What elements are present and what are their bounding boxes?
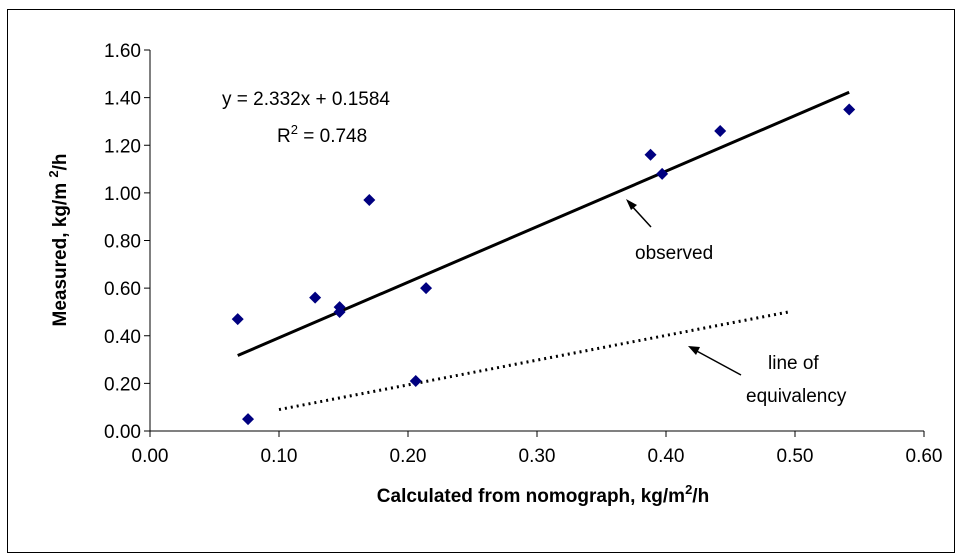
x-tick-label: 0.60: [906, 446, 943, 467]
x-tick-label: 0.20: [390, 446, 427, 467]
y-tick-label: 1.20: [104, 136, 141, 157]
data-point: [644, 148, 657, 161]
x-ticks: 0.00 0.10 0.20 0.30 0.40 0.50 0.60: [132, 431, 943, 467]
y-tick-label: 0.80: [104, 232, 141, 253]
x-axis-title: Calculated from nomograph, kg/m2/h: [377, 482, 709, 507]
x-tick-label: 0.30: [519, 446, 556, 467]
data-point: [231, 313, 244, 326]
y-tick-label: 0.60: [104, 279, 141, 300]
x-tick-label: 0.00: [132, 446, 169, 467]
data-point: [843, 103, 856, 116]
equivalency-arrow-shaft: [692, 348, 742, 376]
equation-label: y = 2.332x + 0.1584: [222, 89, 390, 110]
data-points: [231, 103, 856, 426]
equivalency-line: [278, 310, 789, 412]
y-tick-label: 1.00: [104, 184, 141, 205]
y-tick-label: 1.60: [104, 41, 141, 62]
r-squared-label: R2 = 0.748: [277, 122, 367, 147]
data-point: [309, 291, 322, 304]
equivalency-label-line1: line of: [768, 353, 819, 374]
x-tick-label: 0.10: [261, 446, 298, 467]
y-tick-label: 0.00: [104, 422, 141, 443]
y-tick-label: 1.40: [104, 89, 141, 110]
observed-label: observed: [635, 243, 713, 264]
data-point: [656, 167, 669, 180]
data-point: [420, 282, 433, 295]
equivalency-arrow-head: [688, 346, 700, 355]
observed-arrow-head: [626, 199, 637, 210]
data-point: [409, 374, 422, 387]
y-axis-title: Measured, kg/m 2/h: [46, 153, 71, 326]
y-tick-label: 0.40: [104, 327, 141, 348]
x-tick-label: 0.40: [648, 446, 685, 467]
data-point: [363, 194, 376, 207]
data-point: [333, 305, 346, 318]
equivalency-label-line2: equivalency: [746, 386, 847, 407]
data-point: [242, 413, 255, 426]
x-tick-label: 0.50: [777, 446, 814, 467]
y-ticks: 0.00 0.20 0.40 0.60 0.80 1.00 1.20 1.40 1.60: [104, 41, 150, 443]
y-tick-label: 0.20: [104, 374, 141, 395]
data-point: [714, 124, 727, 137]
chart-frame: [7, 9, 955, 553]
